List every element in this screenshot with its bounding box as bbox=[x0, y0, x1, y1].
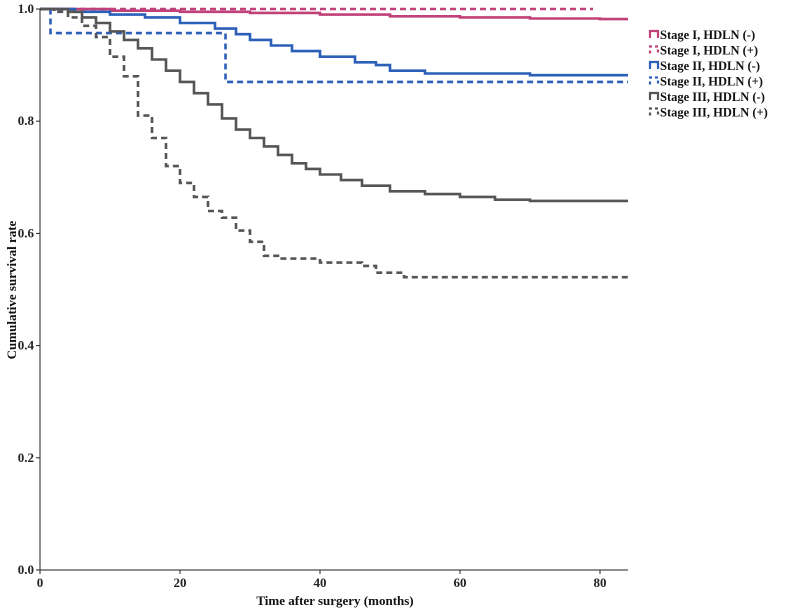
series-line-6 bbox=[40, 7, 628, 279]
legend-swatch-1 bbox=[648, 29, 660, 38]
legend-label-2: Stage I, HDLN (+) bbox=[660, 44, 758, 58]
x-tick-label: 60 bbox=[454, 575, 467, 590]
legend-label-4: Stage II, HDLN (+) bbox=[660, 75, 763, 89]
legend-swatch-4 bbox=[648, 76, 660, 85]
legend-label-6: Stage III, HDLN (+) bbox=[660, 106, 768, 120]
x-axis-title: Time after surgery (months) bbox=[256, 593, 413, 608]
y-tick-label: 0.8 bbox=[18, 113, 35, 128]
series-line-1 bbox=[40, 7, 628, 21]
x-tick-label: 80 bbox=[594, 575, 607, 590]
x-tick-label: 20 bbox=[174, 575, 187, 590]
legend-swatch-2 bbox=[648, 45, 660, 54]
x-tick-label: 40 bbox=[314, 575, 327, 590]
y-tick-label: 0.4 bbox=[18, 338, 35, 353]
y-tick-label: 0.2 bbox=[18, 450, 34, 465]
y-axis-title: Cumulative survival rate bbox=[4, 220, 19, 359]
plot-area bbox=[40, 7, 628, 279]
y-tick-label: 0.0 bbox=[18, 562, 34, 577]
series-line-5 bbox=[40, 7, 628, 203]
series-line-3 bbox=[40, 7, 628, 77]
axes: 0.0 0.2 0.4 0.6 0.8 1.0 0 20 40 60 80 bbox=[18, 1, 628, 590]
legend: Stage I, HDLN (-)Stage I, HDLN (+)Stage … bbox=[648, 28, 768, 120]
legend-swatch-6 bbox=[648, 107, 660, 116]
y-tick-label: 0.6 bbox=[18, 225, 35, 240]
legend-swatch-3 bbox=[648, 60, 660, 69]
legend-label-1: Stage I, HDLN (-) bbox=[660, 28, 755, 42]
y-tick-label: 1.0 bbox=[18, 1, 34, 16]
legend-label-5: Stage III, HDLN (-) bbox=[660, 90, 765, 104]
series-line-4 bbox=[40, 7, 628, 84]
legend-label-3: Stage II, HDLN (-) bbox=[660, 59, 760, 73]
legend-swatch-5 bbox=[648, 91, 660, 100]
x-tick-label: 0 bbox=[37, 575, 44, 590]
